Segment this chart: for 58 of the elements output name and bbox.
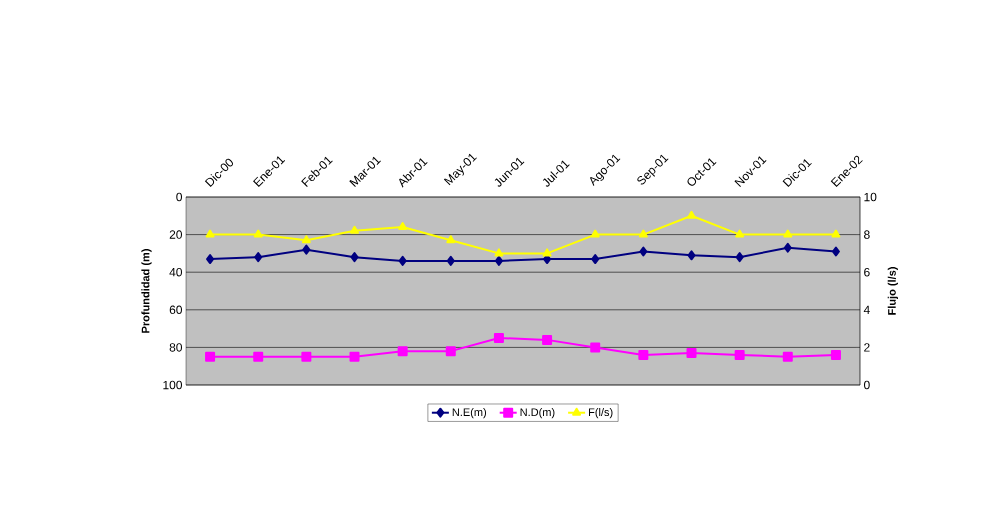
point [591, 254, 600, 265]
point [254, 252, 263, 263]
y2-tick-label: 4 [863, 305, 870, 314]
point [205, 229, 215, 238]
point [494, 248, 504, 257]
point [302, 244, 311, 255]
point [831, 229, 841, 238]
point [350, 252, 359, 263]
point [542, 334, 553, 345]
legend-label: N.E(m) [452, 407, 487, 419]
y-tick-label: 100 [163, 380, 183, 390]
point [301, 351, 312, 362]
point [398, 255, 407, 266]
point [687, 250, 696, 261]
point [638, 229, 648, 238]
point [397, 346, 408, 357]
legend-label: F(l/s) [589, 407, 613, 419]
point [830, 349, 841, 360]
point [206, 254, 215, 265]
y-axis-title: Profundidad (m) [141, 249, 152, 333]
point [253, 229, 263, 238]
point [735, 229, 745, 238]
point [735, 252, 744, 263]
y-tick-label: 60 [169, 305, 183, 315]
point [253, 351, 264, 362]
point [542, 248, 552, 257]
point [783, 242, 792, 253]
point [831, 246, 840, 257]
point [350, 225, 359, 234]
y2-tick-label: 2 [864, 343, 870, 352]
point [638, 349, 649, 360]
y2-tick-label: 10 [864, 192, 877, 202]
legend-label: N.D(m) [520, 407, 555, 419]
point [445, 346, 456, 357]
point [639, 246, 648, 257]
y2-tick-label: 8 [864, 230, 870, 239]
y-tick-label: 80 [169, 343, 183, 352]
y2-tick-label: 0 [864, 380, 870, 390]
point [205, 351, 216, 362]
y-tick-label: 0 [176, 192, 183, 202]
point [493, 333, 504, 343]
point [783, 229, 793, 238]
point [687, 210, 696, 219]
point [590, 342, 601, 353]
point [782, 351, 793, 362]
point [686, 348, 697, 359]
point [446, 235, 456, 244]
point [398, 222, 408, 231]
point [494, 255, 503, 266]
y-tick-label: 40 [169, 267, 183, 277]
point [349, 351, 360, 362]
point [590, 229, 600, 238]
point [734, 349, 745, 360]
y2-axis-title: Flujo (l/s) [887, 267, 898, 315]
y2-tick-label: 6 [864, 267, 870, 277]
point [301, 235, 311, 244]
y-tick-label: 20 [169, 230, 183, 239]
point [446, 255, 455, 266]
